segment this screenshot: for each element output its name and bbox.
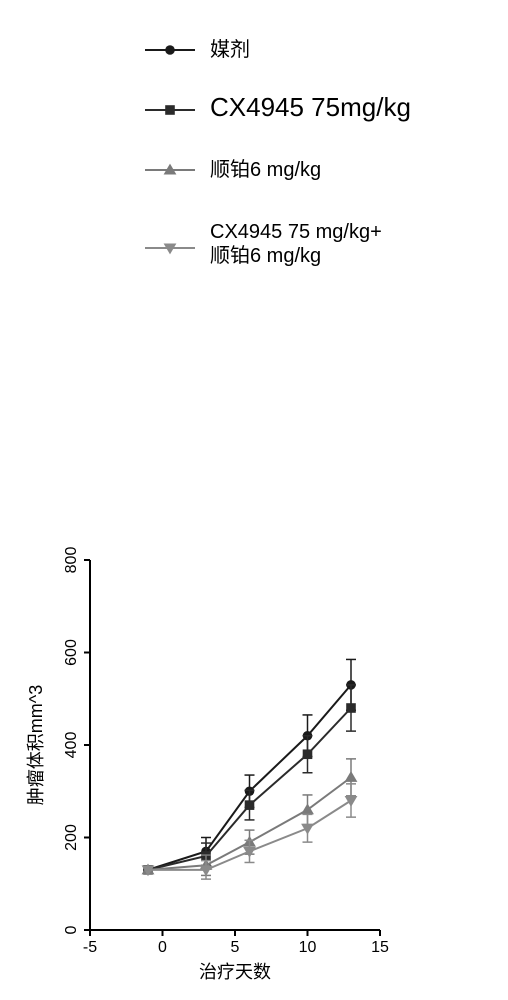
y-tick-label-group: 200 (63, 824, 80, 851)
chart-container: 0200400600800-5051015肿瘤体积mm^3治疗天数媒剂CX494… (0, 0, 508, 1000)
x-tick-label: 10 (299, 939, 317, 956)
legend-item-vehicle: 媒剂 (145, 38, 250, 61)
marker-triangle-up (301, 803, 314, 814)
y-axis-label: 肿瘤体积mm^3 (26, 685, 46, 805)
x-tick-label: 5 (231, 939, 240, 956)
legend-item-cx4945: CX4945 75mg/kg (145, 92, 411, 122)
marker-square (346, 703, 356, 713)
marker-square (303, 749, 313, 759)
legend-label: 顺铂6 mg/kg (210, 158, 321, 181)
marker-triangle-down (345, 796, 358, 807)
y-tick-label: 800 (63, 547, 80, 574)
y-tick-label-group: 400 (63, 732, 80, 759)
y-tick-label: 400 (63, 732, 80, 759)
y-tick-label: 600 (63, 639, 80, 666)
legend-item-combo: CX4945 75 mg/kg+顺铂6 mg/kg (145, 221, 382, 267)
y-tick-label-group: 800 (63, 547, 80, 574)
legend-label: CX4945 75mg/kg (210, 92, 411, 122)
x-tick-label: -5 (83, 939, 97, 956)
marker-triangle-up (345, 771, 358, 782)
marker-square (245, 800, 255, 810)
legend-label: 媒剂 (210, 38, 250, 61)
marker-circle (165, 45, 175, 55)
y-tick-label: 200 (63, 824, 80, 851)
y-tick-label: 0 (63, 925, 80, 934)
tumor-volume-chart: 0200400600800-5051015肿瘤体积mm^3治疗天数媒剂CX494… (0, 0, 508, 1000)
y-axis-label-group: 肿瘤体积mm^3 (26, 685, 46, 805)
legend-label: CX4945 75 mg/kg+ (210, 221, 382, 243)
x-tick-label: 0 (158, 939, 167, 956)
y-tick-label-group: 0 (63, 925, 80, 934)
x-axis-label: 治疗天数 (199, 962, 271, 982)
x-tick-label: 15 (371, 939, 389, 956)
y-tick-label-group: 600 (63, 639, 80, 666)
marker-square (165, 105, 175, 115)
legend-item-cisplatin: 顺铂6 mg/kg (145, 158, 321, 181)
legend-label: 顺铂6 mg/kg (210, 244, 321, 267)
